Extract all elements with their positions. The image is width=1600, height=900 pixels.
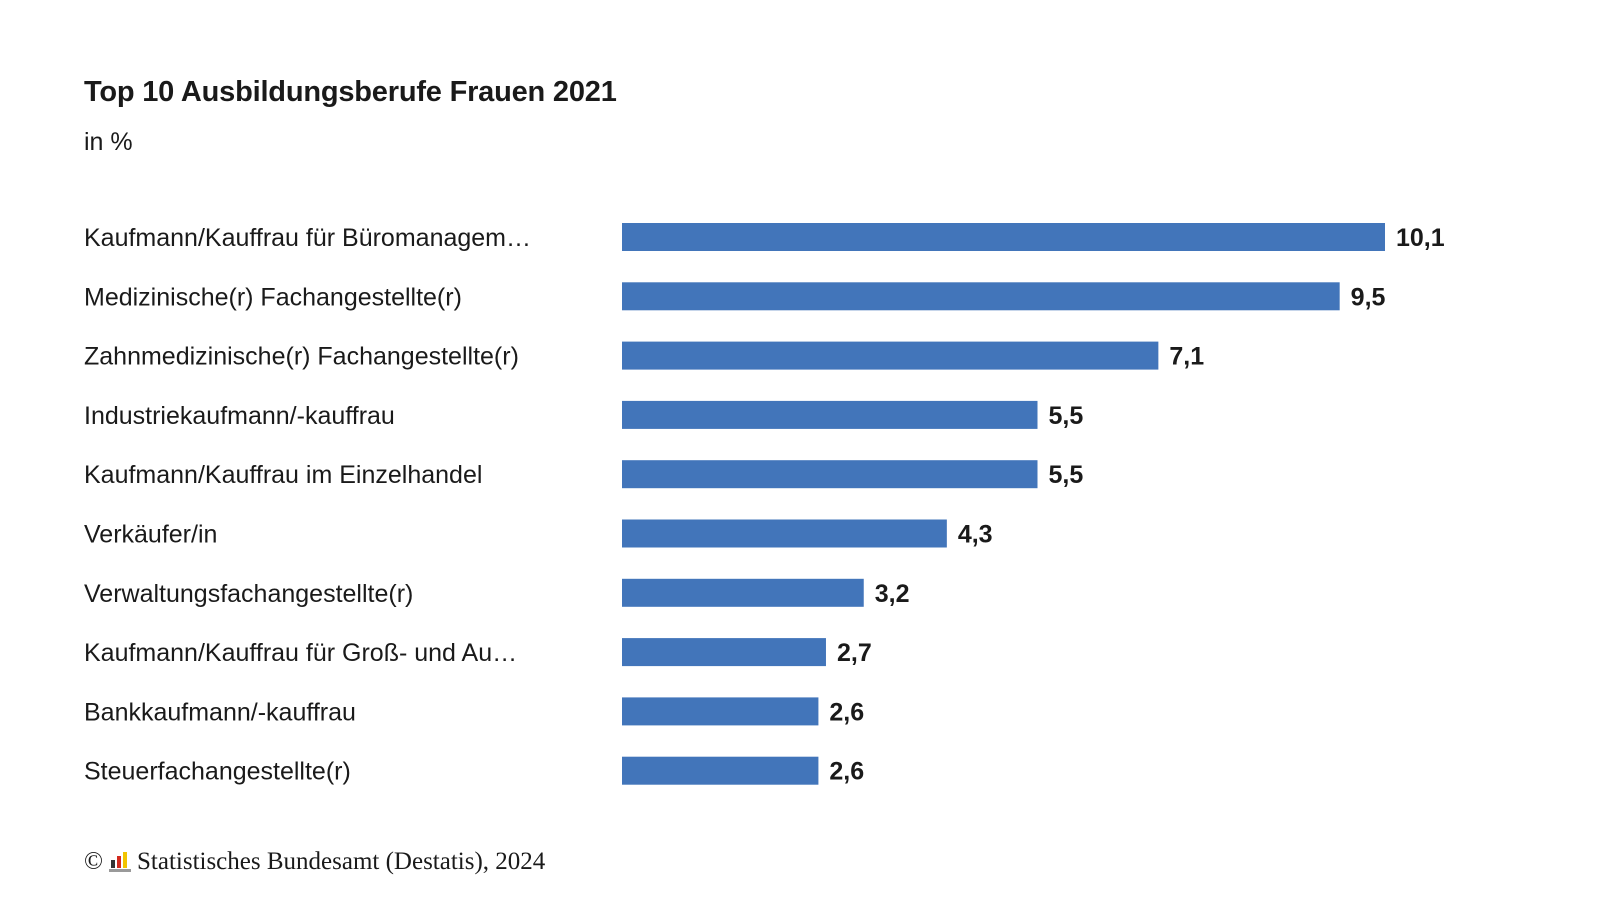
bar[interactable] xyxy=(622,578,864,607)
bar[interactable] xyxy=(622,697,819,726)
value-label: 2,6 xyxy=(829,758,864,786)
bar[interactable] xyxy=(622,341,1159,370)
value-label: 5,5 xyxy=(1048,402,1083,430)
source-footer: © Statistisches Bundesamt (Destatis), 20… xyxy=(84,848,545,876)
bar-chart: Kaufmann/Kauffrau für Büromanagem… 10,1 Me… xyxy=(84,223,1445,786)
value-label: 3,2 xyxy=(875,580,910,608)
category-label: Medizinische(r) Fachangestellte(r) xyxy=(84,283,462,311)
bar[interactable] xyxy=(622,460,1038,489)
category-label: Verwaltungsfachangestellte(r) xyxy=(84,580,413,608)
bar[interactable] xyxy=(622,638,826,667)
value-label: 4,3 xyxy=(958,521,993,549)
value-label: 5,5 xyxy=(1048,461,1083,489)
value-label: 10,1 xyxy=(1396,224,1445,252)
category-label: Verkäufer/in xyxy=(84,521,217,549)
category-label: Kaufmann/Kauffrau für Büromanagem… xyxy=(84,224,531,252)
value-label: 2,7 xyxy=(837,639,872,667)
source-text: Statistisches Bundesamt (Destatis), 2024 xyxy=(137,848,546,875)
category-label: Industriekaufmann/-kauffrau xyxy=(84,402,395,430)
chart-title: Top 10 Ausbildungsberufe Frauen 2021 xyxy=(84,76,617,108)
destatis-logo-icon xyxy=(109,852,131,872)
category-label: Zahnmedizinische(r) Fachangestellte(r) xyxy=(84,343,519,371)
value-label: 7,1 xyxy=(1169,343,1204,371)
category-label: Kaufmann/Kauffrau im Einzelhandel xyxy=(84,461,482,489)
category-label: Steuerfachangestellte(r) xyxy=(84,758,351,786)
copyright-symbol: © xyxy=(84,848,103,875)
chart-subtitle: in % xyxy=(84,128,133,156)
category-label: Kaufmann/Kauffrau für Groß- und Au… xyxy=(84,639,517,667)
bar[interactable] xyxy=(622,756,819,785)
bar[interactable] xyxy=(622,223,1385,251)
value-label: 2,6 xyxy=(829,698,864,726)
bar[interactable] xyxy=(622,282,1340,311)
value-label: 9,5 xyxy=(1351,283,1386,311)
bar[interactable] xyxy=(622,400,1038,429)
bar[interactable] xyxy=(622,519,947,548)
category-label: Bankkaufmann/-kauffrau xyxy=(84,698,356,726)
